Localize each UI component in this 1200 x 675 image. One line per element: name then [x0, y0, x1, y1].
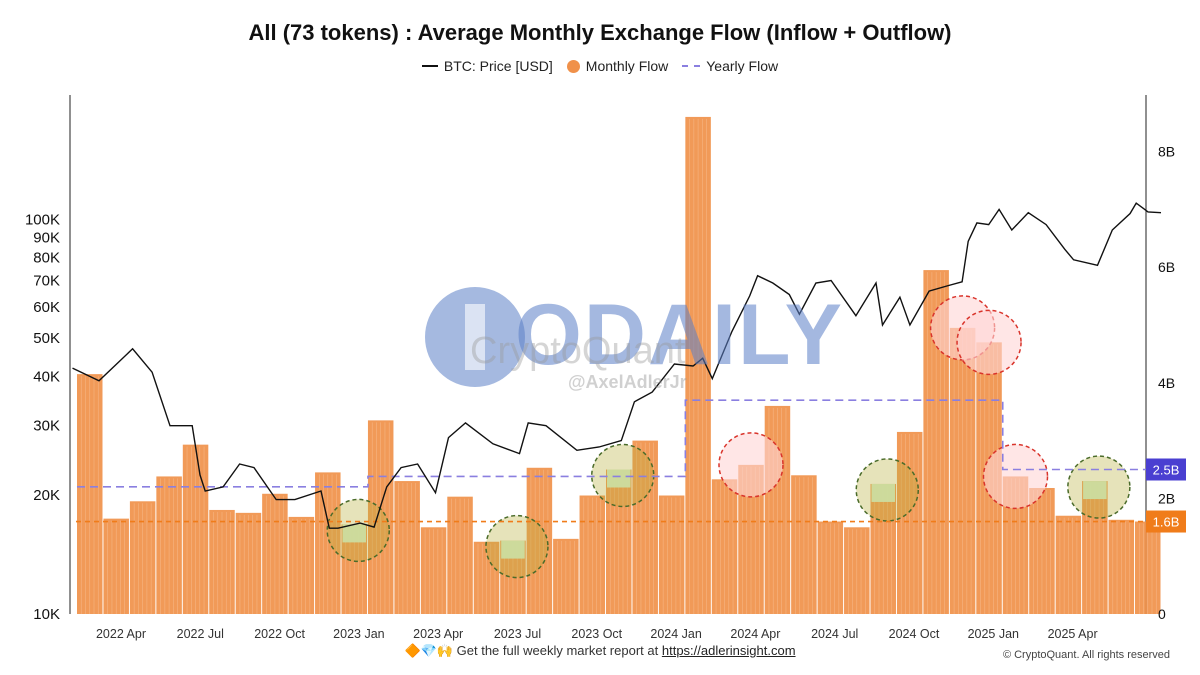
x-tick-label: 2023 Jan — [333, 627, 384, 641]
x-tick-label: 2023 Apr — [413, 627, 463, 641]
right-tick-label: 0 — [1158, 606, 1166, 622]
x-tick-label: 2022 Jul — [177, 627, 224, 641]
left-tick-label: 10K — [33, 606, 60, 623]
legend-item-price[interactable]: BTC: Price [USD] — [421, 58, 553, 74]
dashed-line-swatch-icon — [682, 65, 701, 67]
left-tick-label: 80K — [33, 250, 60, 267]
btc-price-line — [72, 202, 1162, 529]
left-tick-label: 90K — [33, 229, 60, 246]
low-flow-highlight — [607, 469, 631, 488]
legend-label-price: BTC: Price [USD] — [443, 58, 553, 74]
x-tick-label: 2024 Apr — [730, 627, 780, 641]
low-flow-circle — [855, 458, 919, 522]
copyright: © CryptoQuant. All rights reserved — [1002, 649, 1170, 661]
low-flow-highlight — [342, 524, 366, 543]
value-badge-label: 1.6B — [1153, 515, 1180, 530]
low-flow-circle — [326, 498, 390, 563]
low-flow-circle — [485, 514, 549, 579]
line-swatch-icon — [421, 65, 438, 67]
legend: BTC: Price [USD] Monthly Flow Yearly Flo… — [0, 58, 1200, 74]
x-tick-label: 2024 Oct — [889, 627, 940, 641]
legend-label-yearly: Yearly Flow — [706, 58, 779, 74]
x-tick-label: 2023 Jul — [494, 627, 541, 641]
footer: 🔶💎🙌 Get the full weekly market report at… — [0, 643, 1200, 659]
value-badge-label: 2.5B — [1153, 463, 1180, 478]
legend-item-monthly[interactable]: Monthly Flow — [566, 58, 669, 74]
high-flow-circle — [718, 432, 784, 498]
low-flow-circle — [1067, 455, 1131, 519]
value-badge — [1146, 510, 1186, 533]
value-badge — [1146, 458, 1186, 481]
right-tick-label: 8B — [1158, 144, 1175, 160]
low-flow-circle — [591, 443, 655, 508]
x-tick-label: 2024 Jan — [650, 627, 701, 641]
left-tick-label: 30K — [33, 418, 60, 435]
left-tick-label: 70K — [33, 273, 60, 290]
left-tick-label: 50K — [33, 330, 60, 347]
x-tick-label: 2023 Oct — [571, 627, 622, 641]
low-flow-highlight — [1083, 481, 1107, 500]
high-flow-circle — [982, 443, 1049, 510]
left-tick-label: 40K — [33, 368, 60, 385]
x-tick-label: 2022 Oct — [254, 627, 305, 641]
x-tick-label: 2022 Apr — [96, 627, 146, 641]
circle-swatch-icon — [566, 59, 580, 73]
x-tick-label: 2025 Apr — [1048, 627, 1098, 641]
legend-label-monthly: Monthly Flow — [585, 58, 669, 74]
legend-item-yearly[interactable]: Yearly Flow — [682, 58, 778, 74]
report-link[interactable]: https://adlerinsight.com — [661, 643, 796, 658]
left-tick-label: 100K — [25, 211, 60, 228]
left-tick-label: 60K — [33, 299, 60, 316]
footer-text: Get the full weekly market report at — [456, 643, 659, 658]
right-tick-label: 6B — [1158, 259, 1175, 275]
yearly-flow-line — [77, 399, 1162, 488]
low-flow-highlight — [501, 540, 525, 559]
x-tick-label: 2024 Jul — [811, 627, 858, 641]
footer-emoji: 🔶💎🙌 — [404, 643, 454, 658]
chart-title: All (73 tokens) : Average Monthly Exchan… — [248, 20, 952, 45]
high-flow-circle — [956, 309, 1022, 376]
x-tick-label: 2025 Jan — [968, 627, 1019, 641]
right-tick-label: 4B — [1158, 375, 1175, 391]
left-tick-label: 20K — [33, 487, 60, 504]
right-tick-label: 2B — [1158, 490, 1175, 506]
low-flow-highlight — [871, 483, 895, 502]
